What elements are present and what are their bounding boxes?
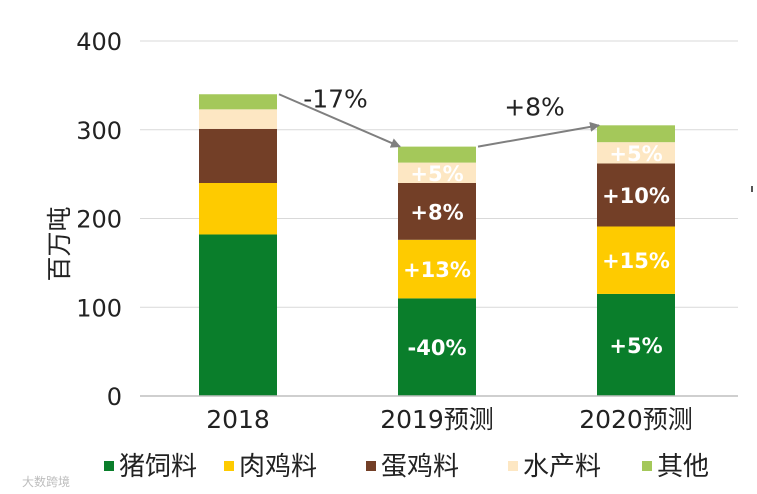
bar-segment (398, 298, 476, 396)
y-axis: 0 100 200 300 400 (76, 28, 122, 411)
y-tick-label: 200 (76, 206, 122, 234)
bar-segment (199, 94, 277, 110)
bar-segment (597, 142, 675, 164)
legend-label: 猪饲料 (119, 452, 197, 482)
segment-label: +5% (609, 142, 662, 166)
legend-label: 其他 (657, 452, 709, 482)
bar-segment (199, 183, 277, 235)
bars: -40% +13% +8% +5% +5% +15% +10% +5% (199, 94, 675, 396)
y-tick-label: 0 (107, 383, 122, 411)
x-axis: 2018 2019预测 2020预测 (140, 395, 738, 434)
bar-segment (597, 163, 675, 227)
change-annotations: -17% +8% (278, 84, 600, 148)
change-label: -17% (303, 84, 368, 113)
segment-label: +13% (403, 258, 471, 282)
bar-segment (597, 226, 675, 294)
segment-label: +15% (602, 249, 670, 273)
segment-label: +5% (410, 162, 463, 186)
bar-segment (398, 239, 476, 299)
legend: 猪饲料 肉鸡料 蛋鸡料 水产料 其他 (104, 452, 709, 482)
x-tick-label: 2020预测 (579, 405, 693, 434)
bar-segment (398, 183, 476, 240)
x-tick-label: 2019预测 (380, 405, 494, 434)
legend-label: 水产料 (523, 452, 601, 482)
legend-swatch (224, 461, 234, 471)
segment-label: -40% (408, 336, 467, 360)
segment-label: +10% (602, 184, 670, 208)
legend-swatch (642, 461, 652, 471)
legend-swatch (104, 461, 114, 471)
bar-segment (199, 109, 277, 129)
bar-segment (597, 293, 675, 396)
y-tick-label: 300 (76, 117, 122, 145)
bar-segment (398, 146, 476, 163)
bar-segment (199, 128, 277, 183)
legend-swatch (508, 461, 518, 471)
segment-label: +5% (609, 334, 662, 358)
edge-mark (751, 186, 753, 192)
legend-label: 蛋鸡料 (381, 452, 459, 482)
legend-label: 肉鸡料 (239, 452, 317, 482)
change-arrow (278, 93, 401, 148)
segment-label: +8% (410, 200, 463, 224)
bar-segment (597, 125, 675, 143)
watermark-text: 大数跨境 (22, 474, 70, 489)
change-label: +8% (504, 92, 565, 121)
legend-swatch (366, 461, 376, 471)
y-axis-label: 百万吨 (45, 206, 74, 281)
y-tick-label: 100 (76, 294, 122, 322)
x-tick-label: 2018 (206, 405, 270, 434)
bar-segment (199, 234, 277, 396)
y-tick-label: 400 (76, 28, 122, 56)
bar-segment (398, 162, 476, 183)
change-arrow (477, 121, 600, 148)
